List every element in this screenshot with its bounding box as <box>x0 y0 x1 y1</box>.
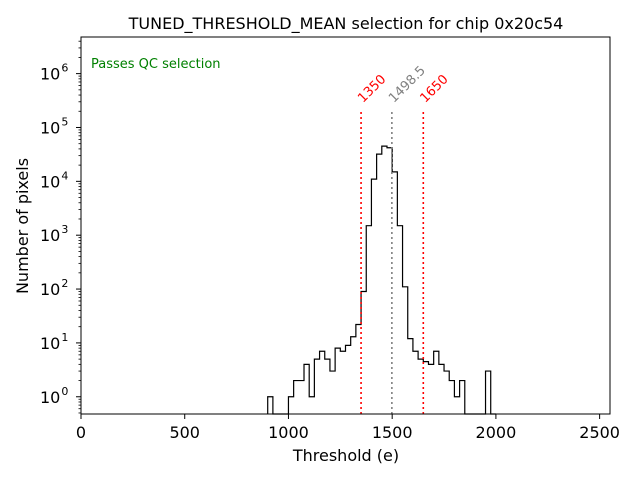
y-tick-label: 105 <box>40 115 68 137</box>
histogram-step-outline <box>267 145 496 415</box>
histogram-layer <box>267 145 496 415</box>
y-tick-label: 103 <box>40 223 68 245</box>
y-axis-label: Number of pixels <box>13 158 32 294</box>
status-annotation: Passes QC selection <box>91 57 221 72</box>
x-tick-label: 2000 <box>476 423 517 442</box>
x-tick-label: 2500 <box>579 423 620 442</box>
y-tick-label: 101 <box>40 331 68 353</box>
x-tick-label: 1500 <box>372 423 413 442</box>
y-tick-label: 100 <box>40 385 68 407</box>
x-tick-label: 0 <box>76 423 86 442</box>
y-tick-label: 106 <box>40 62 68 84</box>
plot-area <box>81 37 610 414</box>
y-tick-label: 104 <box>40 169 68 191</box>
x-tick-label: 500 <box>169 423 200 442</box>
y-tick-label: 102 <box>40 277 68 299</box>
plot-frame <box>80 36 611 415</box>
chart-title: TUNED_THRESHOLD_MEAN selection for chip … <box>128 14 564 34</box>
x-axis-label: Threshold (e) <box>292 446 399 465</box>
x-axis-ticks: 0 500 1000 1500 2000 2500 <box>76 414 620 442</box>
x-tick-label: 1000 <box>268 423 309 442</box>
y-axis-ticks: 100 101 102 103 104 105 106 <box>40 40 81 414</box>
